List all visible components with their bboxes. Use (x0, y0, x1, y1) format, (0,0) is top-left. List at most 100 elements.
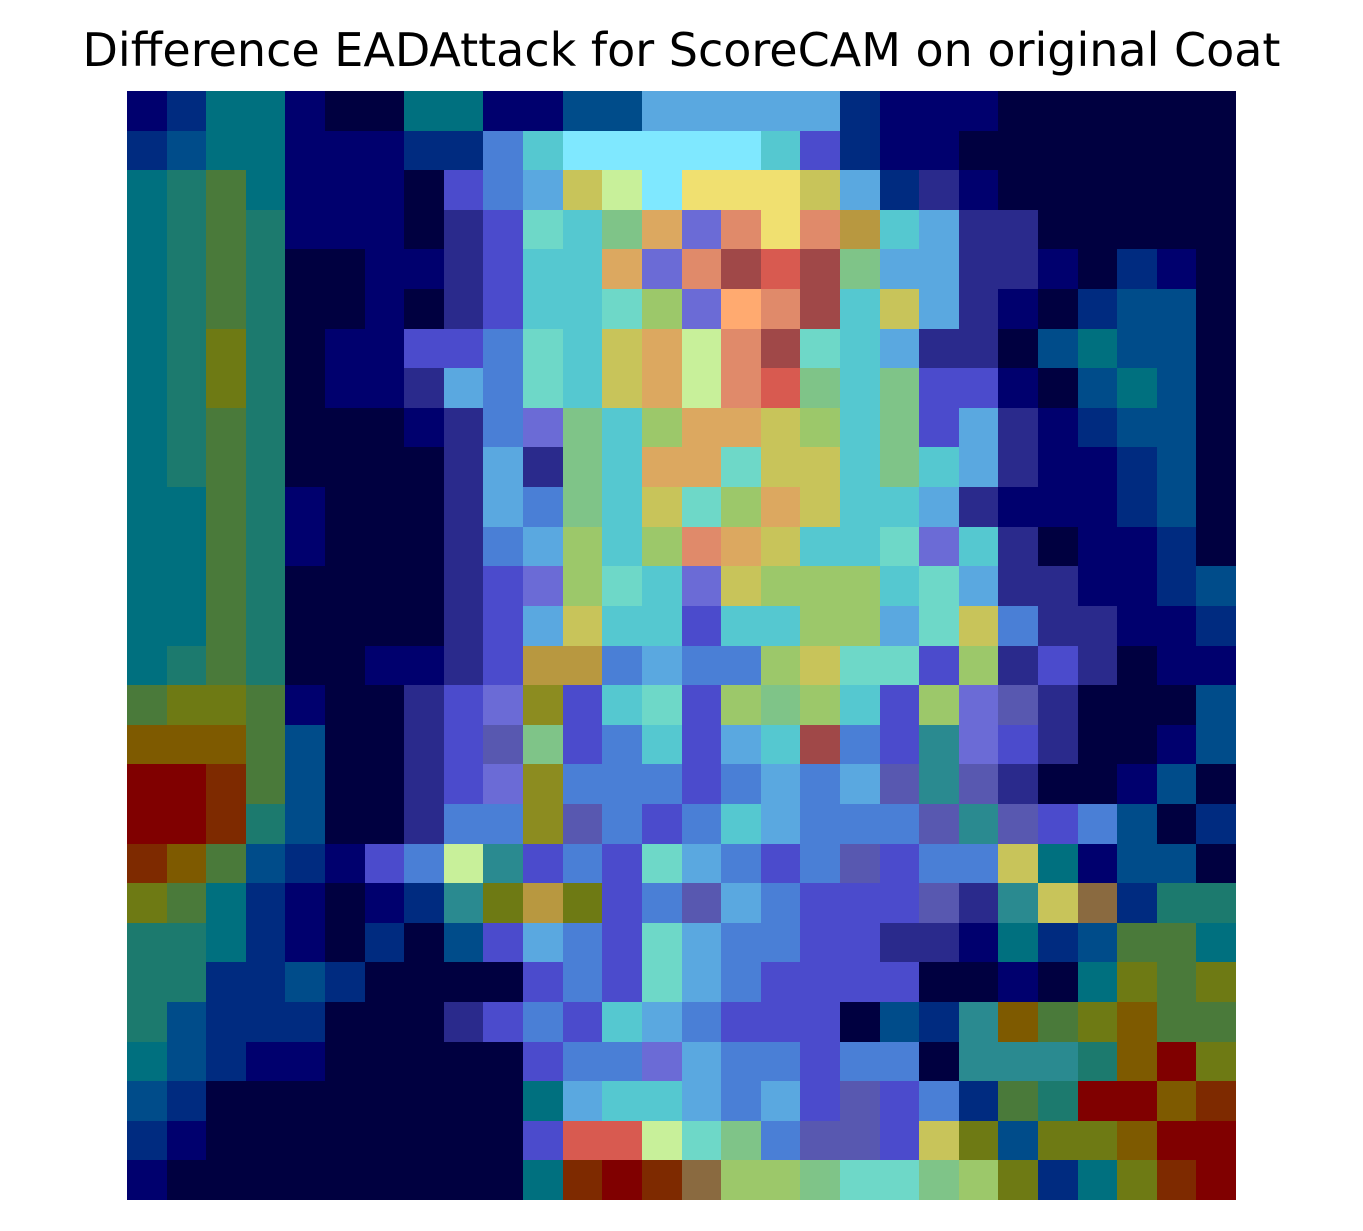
heatmap-cell-r0-c26 (1157, 91, 1196, 131)
heatmap-cell-r9-c5 (325, 447, 365, 487)
heatmap-cell-r1-c2 (206, 131, 246, 170)
heatmap-cell-r27-c19 (880, 1160, 919, 1200)
heatmap-cell-r0-c0 (127, 91, 167, 131)
heatmap-cell-r0-c22 (998, 91, 1038, 131)
heatmap-cell-r27-c7 (404, 1160, 444, 1200)
heatmap-cell-r16-c15 (721, 725, 761, 764)
heatmap-cell-r15-c20 (919, 685, 959, 725)
heatmap-cell-r2-c20 (919, 170, 959, 210)
heatmap-cell-r27-c13 (642, 1160, 682, 1200)
heatmap-cell-r3-c27 (1196, 210, 1236, 249)
heatmap-cell-r18-c3 (246, 804, 285, 844)
heatmap-cell-r19-c7 (404, 844, 444, 883)
heatmap-cell-r7-c6 (365, 368, 404, 408)
heatmap-cell-r6-c25 (1117, 329, 1157, 368)
heatmap-cell-r6-c22 (998, 329, 1038, 368)
heatmap-cell-r25-c8 (444, 1081, 483, 1121)
heatmap-cell-r4-c25 (1117, 249, 1157, 289)
heatmap-cell-r24-c24 (1078, 1042, 1117, 1081)
heatmap-cell-r16-c22 (998, 725, 1038, 764)
heatmap-cell-r7-c24 (1078, 368, 1117, 408)
heatmap-cell-r7-c8 (444, 368, 483, 408)
heatmap-cell-r16-c16 (761, 725, 800, 764)
heatmap-cell-r5-c19 (880, 289, 919, 329)
heatmap-cell-r24-c23 (1038, 1042, 1078, 1081)
heatmap-cell-r16-c11 (563, 725, 602, 764)
heatmap-cell-r13-c15 (721, 606, 761, 646)
heatmap-cell-r27-c9 (483, 1160, 523, 1200)
heatmap-cell-r24-c17 (800, 1042, 840, 1081)
heatmap-cell-r0-c23 (1038, 91, 1078, 131)
heatmap-cell-r18-c2 (206, 804, 246, 844)
heatmap-cell-r1-c1 (167, 131, 206, 170)
heatmap-cell-r7-c18 (840, 368, 880, 408)
heatmap-cell-r10-c9 (483, 487, 523, 527)
heatmap-cell-r10-c11 (563, 487, 602, 527)
heatmap-cell-r9-c4 (285, 447, 325, 487)
heatmap-cell-r10-c12 (602, 487, 642, 527)
heatmap-cell-r6-c18 (840, 329, 880, 368)
heatmap-cell-r26-c16 (761, 1121, 800, 1160)
heatmap-cell-r24-c1 (167, 1042, 206, 1081)
heatmap-cell-r22-c7 (404, 962, 444, 1002)
heatmap-cell-r10-c2 (206, 487, 246, 527)
heatmap-cell-r8-c11 (563, 408, 602, 447)
heatmap-cell-r21-c0 (127, 923, 167, 962)
heatmap-cell-r6-c16 (761, 329, 800, 368)
heatmap-cell-r13-c21 (959, 606, 998, 646)
heatmap-cell-r15-c15 (721, 685, 761, 725)
heatmap-cell-r3-c14 (682, 210, 721, 249)
heatmap-cell-r13-c24 (1078, 606, 1117, 646)
heatmap-cell-r17-c24 (1078, 764, 1117, 804)
heatmap-cell-r1-c6 (365, 131, 404, 170)
heatmap-cell-r21-c26 (1157, 923, 1196, 962)
heatmap-cell-r27-c17 (800, 1160, 840, 1200)
heatmap-cell-r6-c10 (523, 329, 563, 368)
heatmap-cell-r26-c15 (721, 1121, 761, 1160)
heatmap-cell-r10-c14 (682, 487, 721, 527)
heatmap-cell-r27-c6 (365, 1160, 404, 1200)
heatmap-cell-r19-c10 (523, 844, 563, 883)
heatmap-cell-r13-c3 (246, 606, 285, 646)
heatmap-cell-r7-c19 (880, 368, 919, 408)
heatmap-cell-r9-c2 (206, 447, 246, 487)
heatmap-cell-r3-c7 (404, 210, 444, 249)
heatmap-cell-r25-c1 (167, 1081, 206, 1121)
heatmap-cell-r12-c0 (127, 566, 167, 606)
heatmap-cell-r1-c21 (959, 131, 998, 170)
heatmap-cell-r9-c24 (1078, 447, 1117, 487)
heatmap-cell-r22-c21 (959, 962, 998, 1002)
heatmap-cell-r21-c16 (761, 923, 800, 962)
heatmap-cell-r2-c16 (761, 170, 800, 210)
heatmap-cell-r22-c1 (167, 962, 206, 1002)
heatmap-cell-r0-c11 (563, 91, 602, 131)
heatmap-cell-r4-c15 (721, 249, 761, 289)
heatmap-cell-r20-c10 (523, 883, 563, 923)
heatmap-cell-r27-c4 (285, 1160, 325, 1200)
heatmap-cell-r8-c8 (444, 408, 483, 447)
heatmap-cell-r2-c21 (959, 170, 998, 210)
heatmap-cell-r8-c25 (1117, 408, 1157, 447)
heatmap-cell-r17-c27 (1196, 764, 1236, 804)
heatmap-cell-r23-c13 (642, 1002, 682, 1042)
heatmap-cell-r14-c12 (602, 646, 642, 685)
heatmap-cell-r7-c13 (642, 368, 682, 408)
heatmap-cell-r2-c11 (563, 170, 602, 210)
heatmap-cell-r7-c7 (404, 368, 444, 408)
heatmap-cell-r12-c3 (246, 566, 285, 606)
heatmap-cell-r6-c13 (642, 329, 682, 368)
heatmap-cell-r12-c16 (761, 566, 800, 606)
heatmap-cell-r27-c12 (602, 1160, 642, 1200)
heatmap-cell-r18-c4 (285, 804, 325, 844)
heatmap-cell-r19-c1 (167, 844, 206, 883)
heatmap-cell-r25-c6 (365, 1081, 404, 1121)
heatmap-cell-r14-c19 (880, 646, 919, 685)
heatmap-cell-r22-c22 (998, 962, 1038, 1002)
heatmap-cell-r24-c5 (325, 1042, 365, 1081)
heatmap-cell-r18-c22 (998, 804, 1038, 844)
heatmap-cell-r7-c22 (998, 368, 1038, 408)
heatmap-cell-r12-c12 (602, 566, 642, 606)
heatmap-cell-r12-c20 (919, 566, 959, 606)
heatmap-cell-r16-c8 (444, 725, 483, 764)
heatmap-cell-r26-c27 (1196, 1121, 1236, 1160)
